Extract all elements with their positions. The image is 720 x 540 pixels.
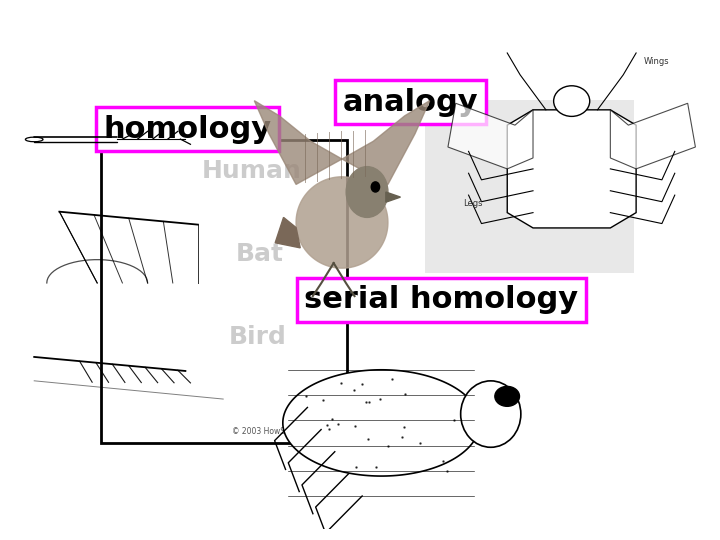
Polygon shape (386, 192, 400, 202)
Text: Bird: Bird (228, 325, 287, 349)
Polygon shape (254, 100, 430, 184)
Text: Legs: Legs (464, 199, 483, 208)
Polygon shape (275, 218, 300, 248)
Text: analogy: analogy (343, 87, 479, 117)
Circle shape (554, 86, 590, 117)
Text: Human: Human (202, 159, 302, 183)
Ellipse shape (461, 381, 521, 447)
Polygon shape (283, 370, 480, 476)
Polygon shape (296, 177, 388, 268)
FancyBboxPatch shape (101, 140, 347, 443)
Polygon shape (611, 103, 696, 169)
FancyBboxPatch shape (425, 100, 634, 273)
Circle shape (25, 137, 43, 141)
Circle shape (495, 387, 520, 406)
Text: © 2003 HowStuffWorks: © 2003 HowStuffWorks (232, 427, 322, 436)
Circle shape (372, 182, 379, 192)
Polygon shape (448, 103, 533, 169)
Circle shape (346, 167, 388, 218)
Text: serial homology: serial homology (305, 285, 579, 314)
Text: Bat: Bat (236, 242, 284, 266)
Text: homology: homology (104, 114, 271, 144)
Text: Wings: Wings (644, 57, 670, 66)
Polygon shape (507, 110, 636, 228)
